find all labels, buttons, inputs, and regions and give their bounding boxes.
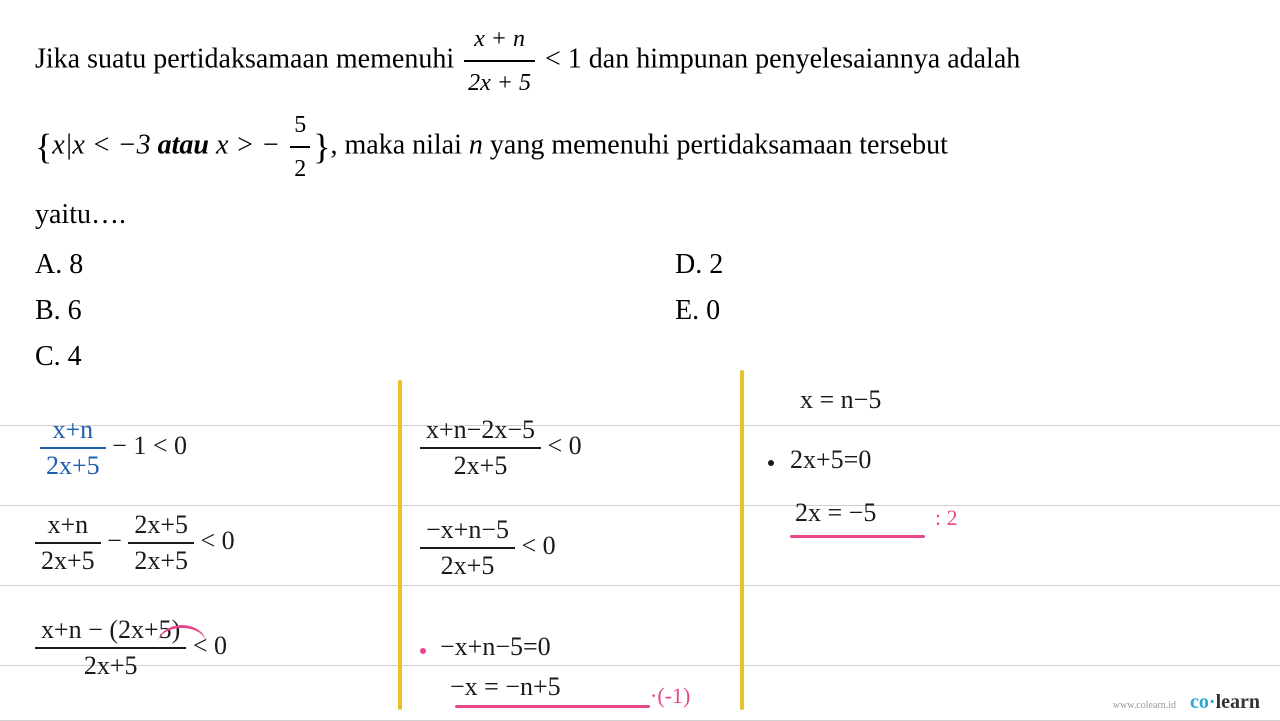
option-c: C. 4 <box>35 341 675 373</box>
options-right: D. 2 E. 0 <box>675 249 723 373</box>
fraction-den: 2x + 5 <box>464 62 535 104</box>
hw-col1-row1: x+n 2x+5 − 1 < 0 <box>40 415 187 481</box>
hw-after: < 0 <box>522 531 556 560</box>
problem-line2: {x|x < −3 atau x > − 52}, maka nilai n y… <box>35 104 1245 190</box>
hw-col3-row0: x = n−5 <box>800 385 881 415</box>
hw-num: −x+n−5 <box>420 515 515 549</box>
hw-num: x+n−2x−5 <box>420 415 541 449</box>
text-segment: , maka nilai <box>330 129 468 160</box>
text-segment: Jika suatu pertidaksamaan memenuhi <box>35 43 461 74</box>
hw-fraction: x+n − (2x+5) 2x+5 <box>35 615 186 681</box>
hw-col3-after: : 2 <box>935 505 958 531</box>
hw-den: 2x+5 <box>128 544 194 576</box>
fraction-num: x + n <box>464 18 535 62</box>
hw-den: 2x+5 <box>420 449 541 481</box>
text-segment: < 1 dan himpunan penyelesaiannya adalah <box>545 43 1020 74</box>
logo-dot: · <box>1209 691 1216 713</box>
pink-underline <box>455 705 650 708</box>
hw-col2-paren: ·(-1) <box>650 683 690 709</box>
hw-num: 2x+5 <box>128 510 194 544</box>
hw-col1-row3: x+n − (2x+5) 2x+5 < 0 <box>35 615 227 681</box>
hw-fraction: x+n−2x−5 2x+5 <box>420 415 541 481</box>
hw-col2-row3a: −x+n−5=0 <box>440 632 551 662</box>
pink-underline <box>790 535 925 538</box>
hw-den: 2x+5 <box>40 449 106 481</box>
hw-col3-row1: 2x+5=0 <box>790 445 871 475</box>
hw-fraction: −x+n−5 2x+5 <box>420 515 515 581</box>
hw-den: 2x+5 <box>420 549 515 581</box>
hw-after: < 0 <box>201 526 235 555</box>
hw-fraction: x+n 2x+5 <box>40 415 106 481</box>
hw-fraction: 2x+5 2x+5 <box>128 510 194 576</box>
problem-line3: yaitu…. <box>35 190 1245 239</box>
notebook-area: x+n 2x+5 − 1 < 0 x+n 2x+5 − 2x+5 2x+5 < … <box>0 400 1280 720</box>
text-atau: atau <box>158 129 209 160</box>
divider-line-2 <box>740 370 744 710</box>
hw-num: x+n <box>35 510 101 544</box>
var-n: n <box>469 129 483 160</box>
hw-den: 2x+5 <box>35 544 101 576</box>
hw-fraction: x+n 2x+5 <box>35 510 101 576</box>
logo-url: www.colearn.id <box>1113 700 1176 711</box>
hw-col2-row1: x+n−2x−5 2x+5 < 0 <box>420 415 582 481</box>
bullet-dot-icon <box>768 460 774 466</box>
divider-line-1 <box>398 380 402 710</box>
fraction-num: 5 <box>290 104 310 148</box>
logo: www.colearn.id co·learn <box>1113 691 1260 714</box>
pink-dot-icon <box>420 648 426 654</box>
problem-area: Jika suatu pertidaksamaan memenuhi x + n… <box>0 0 1280 373</box>
option-b: B. 6 <box>35 295 675 327</box>
logo-co: co <box>1190 691 1209 713</box>
option-d: D. 2 <box>675 249 723 281</box>
hw-den: 2x+5 <box>35 649 186 681</box>
hw-num: x+n <box>40 415 106 449</box>
options-row: A. 8 B. 6 C. 4 D. 2 E. 0 <box>35 249 1245 373</box>
options-left: A. 8 B. 6 C. 4 <box>35 249 675 373</box>
fraction-main: x + n 2x + 5 <box>464 18 535 104</box>
hw-mid: − <box>107 526 128 555</box>
problem-line1: Jika suatu pertidaksamaan memenuhi x + n… <box>35 18 1245 104</box>
text-segment: x > − <box>209 129 287 160</box>
brace-right: } <box>313 127 330 167</box>
logo-learn: learn <box>1216 691 1260 713</box>
text-segment: x|x < −3 <box>52 129 157 160</box>
hw-col2-row3b: −x = −n+5 <box>450 672 561 702</box>
option-e: E. 0 <box>675 295 723 327</box>
fraction-den: 2 <box>290 148 310 190</box>
fraction-half: 52 <box>290 104 310 190</box>
hw-col2-row2: −x+n−5 2x+5 < 0 <box>420 515 556 581</box>
hw-after: − 1 < 0 <box>112 431 187 460</box>
option-a: A. 8 <box>35 249 675 281</box>
hw-after: < 0 <box>548 431 582 460</box>
hw-col3-row2: 2x = −5 <box>795 498 876 528</box>
text-segment: yang memenuhi pertidaksamaan tersebut <box>483 129 948 160</box>
brace-left: { <box>35 127 52 167</box>
hw-col1-row2: x+n 2x+5 − 2x+5 2x+5 < 0 <box>35 510 235 576</box>
